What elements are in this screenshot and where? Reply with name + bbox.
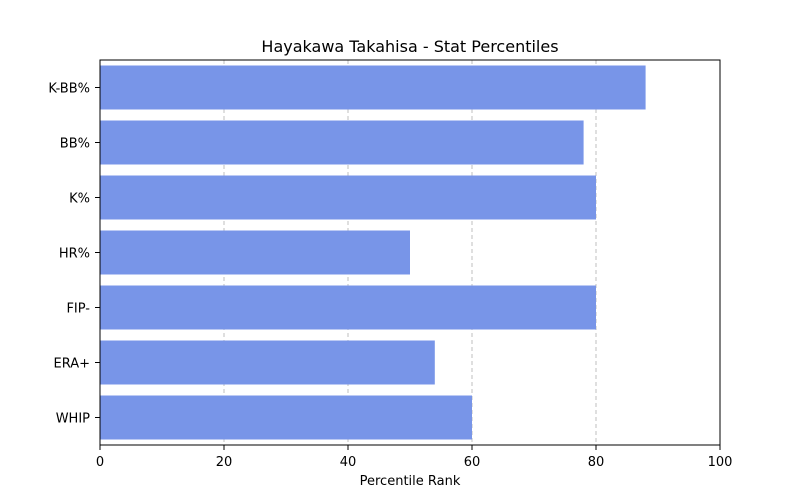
y-tick-label: K-BB% — [48, 82, 90, 97]
y-tick-label: BB% — [60, 137, 90, 152]
x-tick-label: 100 — [708, 455, 733, 470]
bar-k-bb- — [100, 65, 646, 110]
bars — [100, 65, 646, 440]
x-axis-label: Percentile Rank — [360, 474, 461, 489]
y-tick-label: HR% — [59, 247, 90, 262]
bar-hr- — [100, 230, 410, 275]
chart-title: Hayakawa Takahisa - Stat Percentiles — [261, 37, 558, 56]
y-axis: K-BB% BB% K% HR% FIP- ERA+ WHIP — [48, 82, 100, 427]
x-axis: 0 20 40 60 80 100 — [96, 445, 733, 470]
bar-era- — [100, 340, 435, 385]
x-tick-label: 40 — [340, 455, 357, 470]
bar-k- — [100, 175, 596, 220]
bar-bb- — [100, 120, 584, 165]
x-tick-label: 60 — [464, 455, 481, 470]
y-tick-label: ERA+ — [53, 357, 90, 372]
x-tick-label: 20 — [216, 455, 233, 470]
bar-whip — [100, 395, 472, 440]
y-tick-label: WHIP — [56, 412, 90, 427]
x-tick-label: 0 — [96, 455, 104, 470]
x-tick-label: 80 — [588, 455, 605, 470]
bar-fip- — [100, 285, 596, 330]
y-tick-label: K% — [69, 192, 90, 207]
y-tick-label: FIP- — [66, 302, 90, 317]
